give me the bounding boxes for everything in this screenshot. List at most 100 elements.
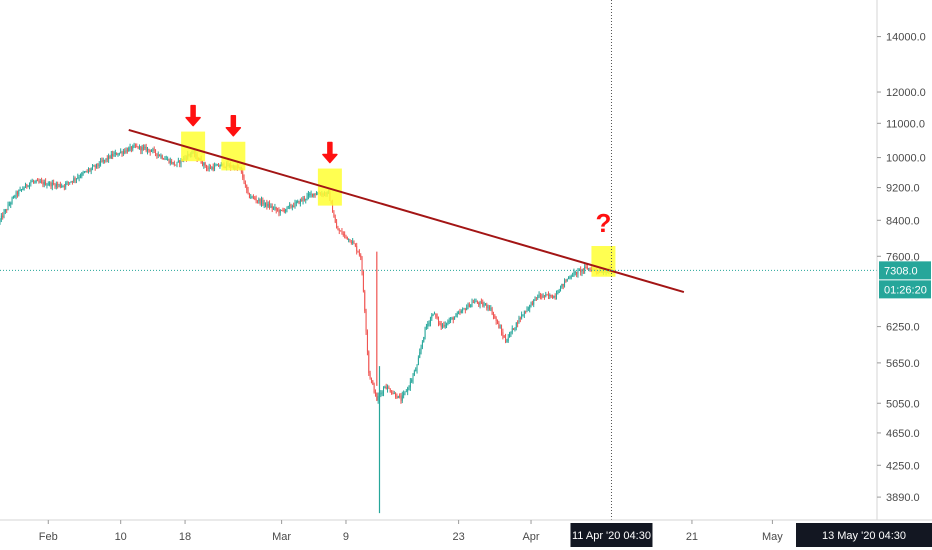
candle-body xyxy=(54,184,56,187)
candle-body xyxy=(212,167,214,170)
candle-body xyxy=(417,357,419,365)
candle-body xyxy=(259,199,261,204)
candle-body xyxy=(408,387,410,389)
candle-body xyxy=(345,234,347,237)
candle-body xyxy=(314,193,316,195)
candle-body xyxy=(307,194,309,196)
candle-body xyxy=(98,164,100,166)
candle-body xyxy=(383,387,384,393)
candle-body xyxy=(208,167,210,169)
candle-body xyxy=(70,181,72,183)
candle-body xyxy=(505,337,507,343)
candle-body xyxy=(58,184,60,186)
candle-body xyxy=(470,304,472,308)
candle-body xyxy=(7,204,9,210)
candle-body xyxy=(535,297,537,299)
candle-body xyxy=(210,167,212,169)
candle-body xyxy=(104,159,106,161)
candle-body xyxy=(78,177,80,178)
candle-body xyxy=(132,146,134,150)
candle-body xyxy=(141,147,143,151)
candle-body xyxy=(317,193,319,195)
candle-body xyxy=(294,202,296,207)
highlight-box xyxy=(221,141,246,171)
trendline[interactable] xyxy=(128,128,685,294)
candle-body xyxy=(14,196,16,198)
candle-body xyxy=(151,150,152,152)
candle-body xyxy=(90,168,92,171)
candle-body xyxy=(177,160,179,163)
candle-body xyxy=(527,308,529,310)
candle-body xyxy=(336,222,338,229)
candle-body xyxy=(175,164,177,166)
candle-body xyxy=(576,271,578,275)
candle-body xyxy=(538,294,540,298)
y-tick-label: 7600.0 xyxy=(886,251,920,263)
candle-body xyxy=(397,395,399,399)
candle-body xyxy=(169,160,171,163)
candle-body xyxy=(458,312,460,314)
candle-body xyxy=(306,195,308,199)
candle-body xyxy=(350,242,352,244)
candle-body xyxy=(519,318,521,319)
candle-body xyxy=(561,283,563,287)
candle-body xyxy=(509,333,511,338)
candle-body xyxy=(265,202,266,204)
candle-body xyxy=(549,294,551,297)
x-tick-label: 10 xyxy=(115,531,127,543)
candle-body xyxy=(377,396,379,401)
candle-body xyxy=(140,146,142,151)
candle-body xyxy=(130,146,132,150)
candle-body xyxy=(444,324,446,327)
candle-body xyxy=(553,296,555,299)
candle-body xyxy=(384,386,386,388)
candle-body xyxy=(487,307,489,309)
candle-body xyxy=(30,181,32,184)
candle-body xyxy=(34,181,36,183)
x-tick-label: Apr xyxy=(522,531,539,543)
candle-body xyxy=(543,295,545,297)
candle-body xyxy=(463,308,465,310)
candle-body xyxy=(207,168,209,170)
candle-body xyxy=(333,212,335,218)
candle-body xyxy=(23,187,25,189)
candle-body xyxy=(248,193,250,198)
price-badge-text: 7308.0 xyxy=(884,265,918,277)
candle-body xyxy=(424,327,426,338)
countdown-badge xyxy=(879,280,931,299)
candle-body xyxy=(289,205,291,207)
candle-body xyxy=(537,297,539,299)
candle-body xyxy=(337,228,339,231)
candle-body xyxy=(358,252,360,255)
candle-body xyxy=(251,196,253,198)
candle-body xyxy=(155,149,157,154)
candle-body xyxy=(565,280,567,282)
candle-body xyxy=(515,322,517,328)
candle-body xyxy=(442,325,443,328)
candle-body xyxy=(521,314,523,319)
candle-body xyxy=(59,184,61,187)
price-badge xyxy=(879,261,931,280)
candle-body xyxy=(479,301,481,305)
annotation-layer: ? xyxy=(185,104,611,238)
question-mark: ? xyxy=(595,208,611,238)
candle-body xyxy=(269,203,271,208)
highlight-layer xyxy=(181,131,616,277)
candle-body xyxy=(491,308,493,315)
x-tick-label: 9 xyxy=(343,531,349,543)
candle-body xyxy=(483,305,485,306)
candle-body xyxy=(526,308,528,312)
candle-body xyxy=(180,159,182,164)
candle-body xyxy=(341,231,343,235)
candle-body xyxy=(440,323,442,328)
candle-body xyxy=(407,387,409,392)
candle-body xyxy=(89,169,91,171)
candle-body xyxy=(305,198,307,200)
y-tick-label: 4650.0 xyxy=(886,428,920,440)
candle-body xyxy=(346,236,348,240)
candle-body xyxy=(525,311,527,313)
trendline-layer[interactable] xyxy=(128,128,685,294)
